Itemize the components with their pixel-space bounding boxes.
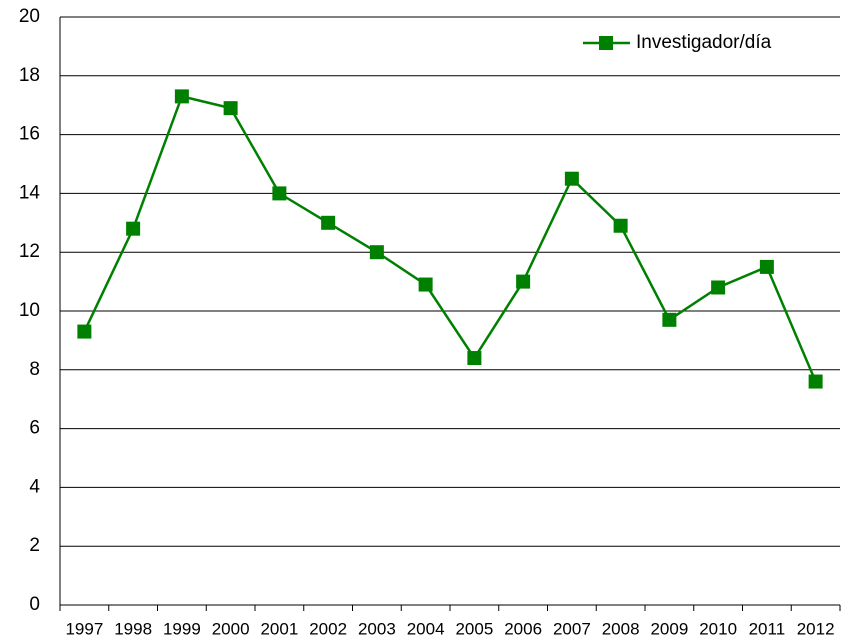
x-tick-label: 1998	[114, 619, 152, 638]
x-tick-label: 2008	[602, 619, 640, 638]
x-tick-label: 2000	[212, 619, 250, 638]
y-tick-label: 4	[29, 476, 40, 497]
marker	[759, 259, 774, 274]
legend-marker	[599, 36, 613, 50]
x-tick-label: 2003	[358, 619, 396, 638]
marker	[126, 221, 141, 236]
marker	[174, 89, 189, 104]
marker	[369, 245, 384, 260]
marker	[613, 218, 628, 233]
x-tick-label: 2005	[455, 619, 493, 638]
x-tick-label: 2004	[407, 619, 445, 638]
y-tick-label: 18	[19, 65, 40, 86]
y-tick-label: 8	[29, 359, 40, 380]
marker	[516, 274, 531, 289]
marker	[711, 280, 726, 295]
y-tick-label: 12	[19, 241, 40, 262]
x-tick-label: 2010	[699, 619, 737, 638]
x-tick-label: 2012	[797, 619, 835, 638]
marker	[272, 186, 287, 201]
y-tick-label: 0	[29, 594, 40, 615]
legend-label: Investigador/día	[636, 32, 772, 53]
y-tick-label: 6	[29, 418, 40, 439]
y-tick-label: 2	[29, 535, 40, 556]
x-tick-label: 1999	[163, 619, 201, 638]
series-line	[83, 94, 817, 383]
marker	[223, 101, 238, 116]
y-tick-label: 14	[19, 182, 41, 203]
marker	[321, 215, 336, 230]
x-tick-label: 2002	[309, 619, 347, 638]
x-tick-label: 2007	[553, 619, 591, 638]
y-tick-label: 10	[19, 300, 40, 321]
marker	[564, 171, 579, 186]
x-tick-label: 2006	[504, 619, 542, 638]
marker	[467, 351, 482, 366]
marker	[662, 312, 677, 327]
marker	[77, 324, 92, 339]
x-tick-label: 1997	[65, 619, 103, 638]
marker	[418, 277, 433, 292]
marker	[808, 374, 823, 389]
x-tick-label: 2009	[650, 619, 688, 638]
x-tick-label: 2001	[260, 619, 298, 638]
y-tick-label: 16	[19, 124, 40, 145]
y-tick-label: 20	[19, 6, 40, 27]
x-tick-label: 2011	[749, 619, 786, 638]
